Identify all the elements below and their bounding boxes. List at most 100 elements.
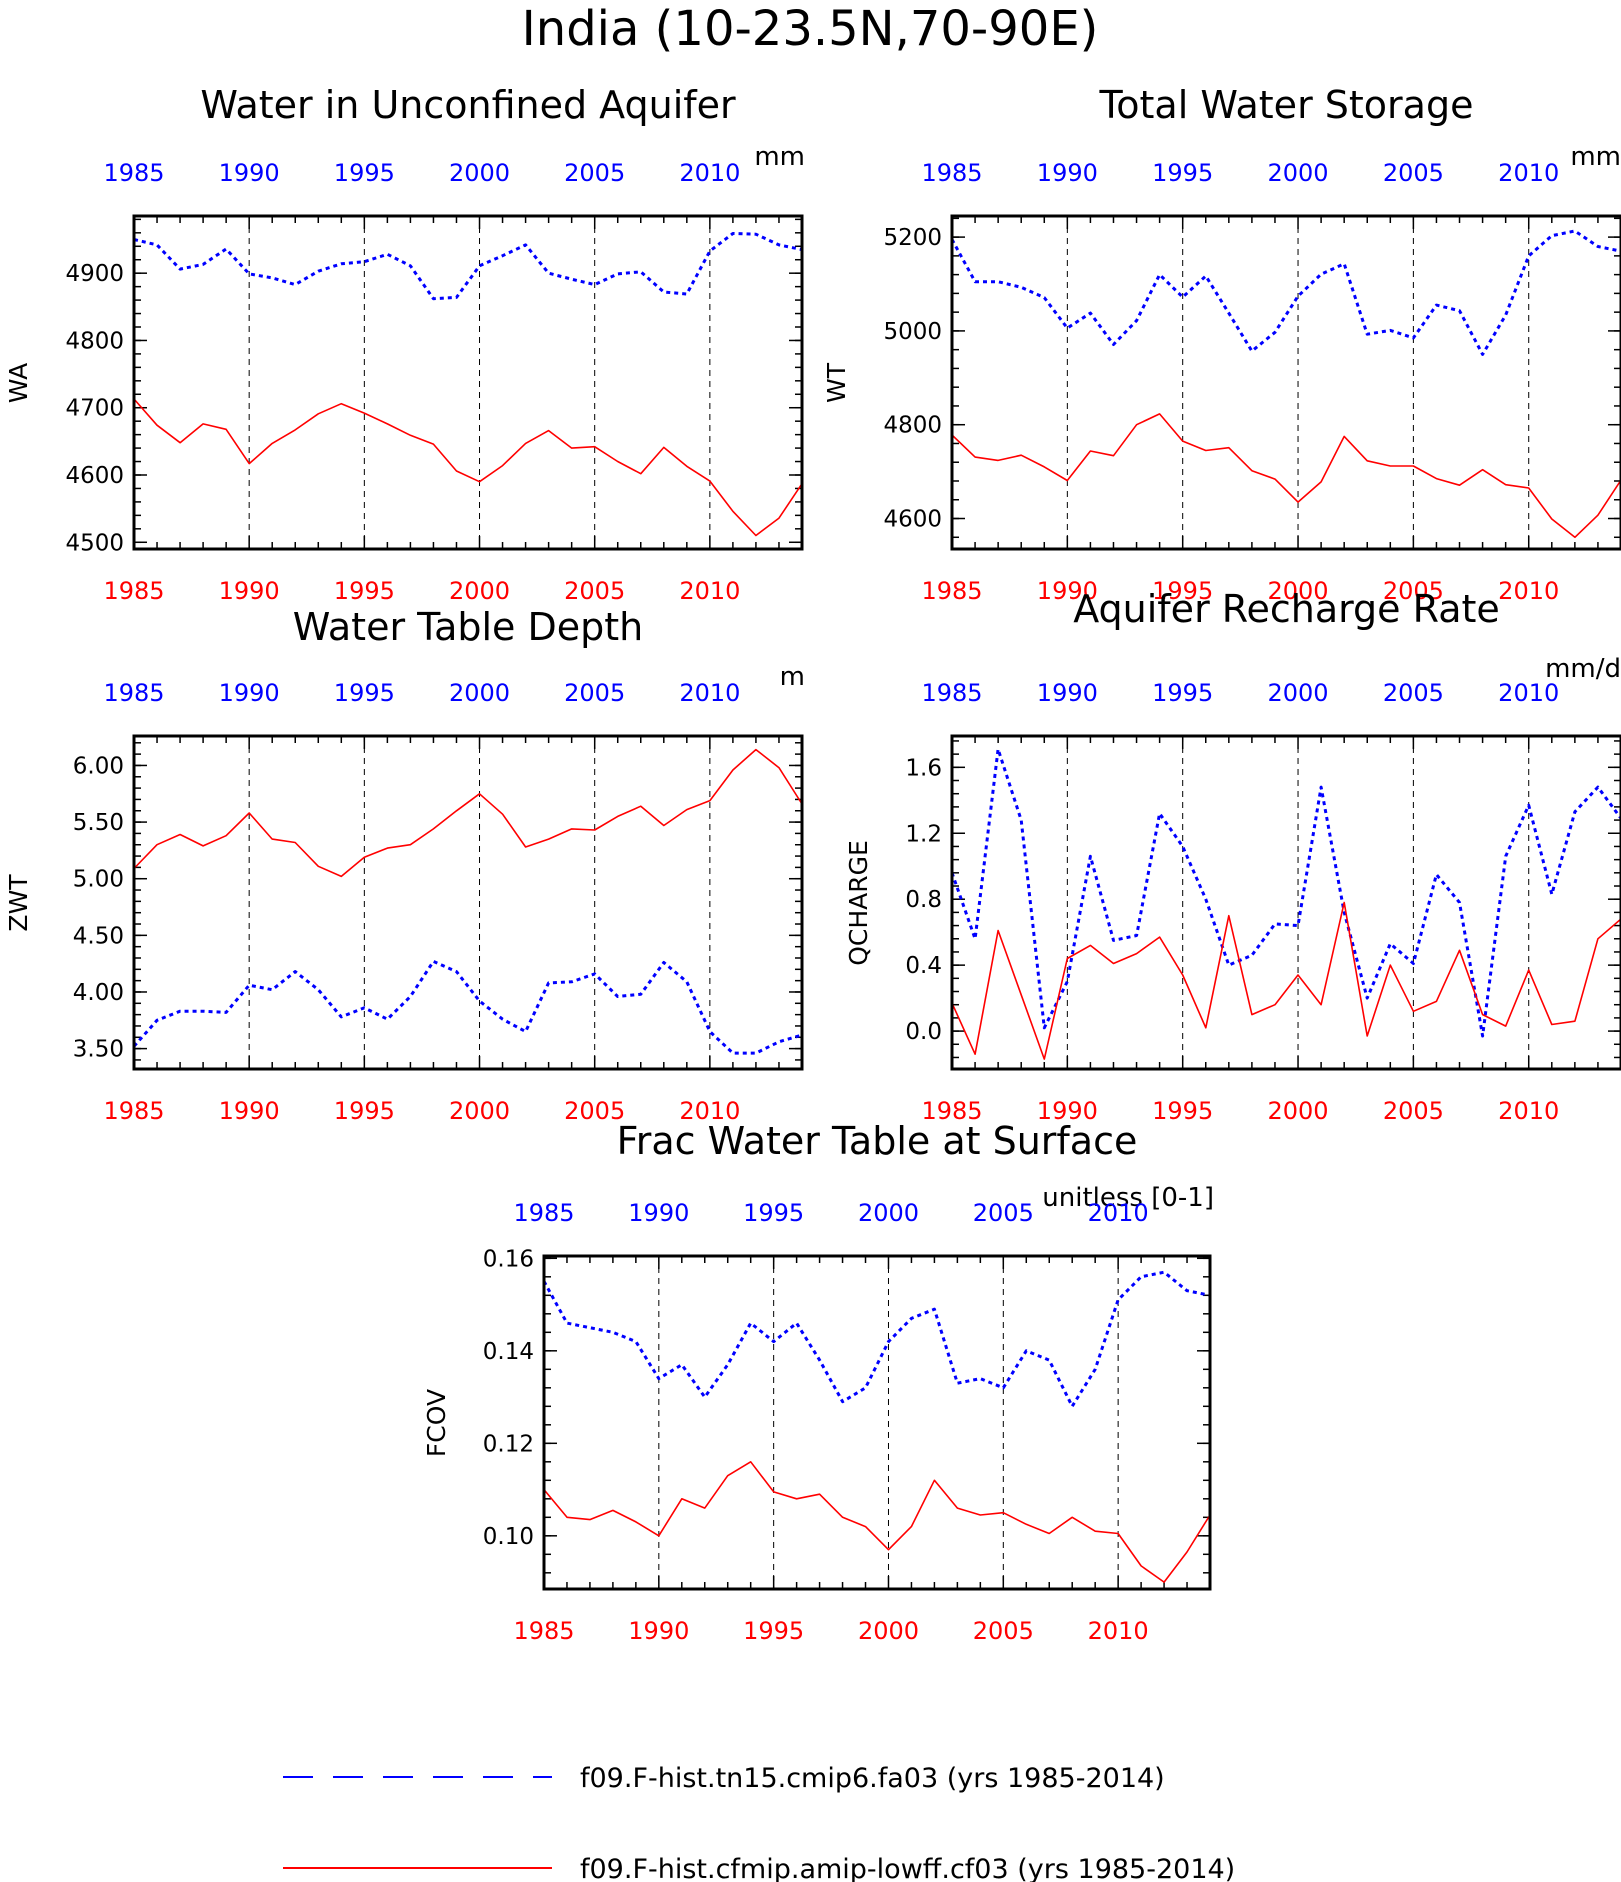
x-tick-label-bottom: 1995 — [334, 577, 395, 605]
x-tick-label-top: 1985 — [921, 159, 982, 187]
y-tick-label: 4800 — [883, 413, 942, 439]
x-tick-label-top: 1990 — [219, 159, 280, 187]
y-tick-label: 4600 — [65, 463, 124, 489]
panels: Water in Unconfined Aquifer mm WA 4500 4600 4… — [4, 83, 1621, 1645]
y-axis-label: QCHARGE — [844, 840, 873, 966]
x-tick-label-bottom: 1985 — [103, 1097, 164, 1125]
figure-title: India (10-23.5N,70-90E) — [522, 1, 1099, 57]
x-tick-label-bottom: 1985 — [103, 577, 164, 605]
chart-panel: Frac Water Table at Surface unitless [0-1… — [422, 1119, 1214, 1645]
y-tick-label: 0.0 — [905, 1019, 942, 1045]
chart-title: Water Table Depth — [293, 605, 644, 649]
x-tick-label-top: 1990 — [1037, 159, 1098, 187]
y-axis-label: FCOV — [422, 1389, 451, 1457]
y-tick-label: 4900 — [65, 261, 124, 287]
chart-title: Total Water Storage — [1099, 83, 1474, 127]
x-tick-label-bottom: 2005 — [564, 577, 625, 605]
y-tick-label: 1.6 — [905, 755, 942, 781]
x-tick-label-bottom: 1995 — [743, 1617, 804, 1645]
chart-panel: Water Table Depth m ZWT 3.50 4.00 4.50 5.00 5.5… — [4, 605, 805, 1125]
x-tick-label-bottom: 2010 — [1088, 1617, 1149, 1645]
x-tick-label-bottom: 2000 — [449, 577, 510, 605]
y-tick-label: 6.00 — [73, 753, 124, 779]
x-tick-label-bottom: 1990 — [628, 1617, 689, 1645]
x-tick-label-bottom: 2005 — [1383, 1097, 1444, 1125]
x-tick-label-bottom: 1990 — [219, 1097, 280, 1125]
x-tick-label-bottom: 2000 — [858, 1617, 919, 1645]
y-axis-label: WT — [822, 362, 851, 403]
x-tick-label-top: 2000 — [1267, 679, 1328, 707]
series-line-cf03 — [951, 901, 1621, 1060]
x-tick-label-bottom: 1985 — [513, 1617, 574, 1645]
y-tick-label: 4600 — [883, 507, 942, 533]
y-tick-label: 5.50 — [73, 810, 124, 836]
series-line-cf03 — [951, 413, 1621, 539]
plot-frame — [542, 1254, 1212, 1591]
x-tick-label-top: 1995 — [334, 159, 395, 187]
series-line-fa03 — [132, 959, 803, 1055]
legend: f09.F-hist.tn15.cmip6.fa03 (yrs 1985-201… — [283, 1763, 1235, 1882]
y-tick-label: 0.10 — [483, 1524, 534, 1550]
plot-frame — [950, 214, 1621, 551]
x-tick-label-top: 2005 — [973, 1199, 1034, 1227]
x-tick-label-bottom: 1995 — [334, 1097, 395, 1125]
chart-units: unitless [0-1] — [1042, 1183, 1214, 1213]
x-tick-label-top: 1990 — [1037, 679, 1098, 707]
x-tick-label-bottom: 2010 — [679, 1097, 740, 1125]
x-tick-label-bottom: 2000 — [449, 1097, 510, 1125]
y-tick-label: 0.12 — [483, 1431, 534, 1457]
legend-label-cf03: f09.F-hist.cfmip.amip-lowff.cf03 (yrs 19… — [580, 1854, 1235, 1882]
x-tick-label-top: 2005 — [1383, 679, 1444, 707]
x-tick-label-bottom: 1985 — [921, 1097, 982, 1125]
y-axis-label: ZWT — [4, 874, 33, 932]
x-tick-label-bottom: 2005 — [973, 1617, 1034, 1645]
x-tick-label-top: 2000 — [858, 1199, 919, 1227]
y-tick-label: 4500 — [65, 530, 124, 556]
legend-label-fa03: f09.F-hist.tn15.cmip6.fa03 (yrs 1985-201… — [580, 1763, 1165, 1794]
x-tick-label-top: 1985 — [513, 1199, 574, 1227]
y-axis-label: WA — [4, 363, 33, 403]
x-tick-label-top: 2010 — [1498, 159, 1559, 187]
chart-title: Water in Unconfined Aquifer — [200, 83, 736, 127]
x-tick-label-bottom: 1990 — [219, 577, 280, 605]
x-tick-label-top: 2000 — [449, 159, 510, 187]
y-tick-label: 0.14 — [483, 1339, 534, 1365]
y-tick-label: 0.16 — [483, 1246, 534, 1272]
x-tick-label-top: 1990 — [628, 1199, 689, 1227]
y-tick-label: 0.8 — [905, 887, 942, 913]
y-tick-label: 4.00 — [73, 980, 124, 1006]
x-tick-label-bottom: 2010 — [1498, 1097, 1559, 1125]
x-tick-label-bottom: 1995 — [1152, 577, 1213, 605]
chart-units: mm/d — [1545, 654, 1621, 684]
x-tick-label-top: 2010 — [1088, 1199, 1149, 1227]
x-tick-label-bottom: 2005 — [1383, 577, 1444, 605]
x-tick-label-top: 2010 — [679, 159, 740, 187]
x-tick-label-top: 1995 — [1152, 679, 1213, 707]
x-tick-label-top: 2005 — [1383, 159, 1444, 187]
x-tick-label-bottom: 1990 — [1037, 1097, 1098, 1125]
series-line-fa03 — [542, 1270, 1211, 1408]
chart-units: mm — [1570, 142, 1621, 172]
x-tick-label-bottom: 1985 — [921, 577, 982, 605]
x-tick-label-top: 1985 — [103, 159, 164, 187]
y-tick-label: 5000 — [883, 319, 942, 345]
x-tick-label-top: 2005 — [564, 159, 625, 187]
y-tick-label: 4800 — [65, 328, 124, 354]
x-tick-label-top: 2010 — [679, 679, 740, 707]
chart-title: Frac Water Table at Surface — [617, 1119, 1138, 1163]
x-tick-label-bottom: 1990 — [1037, 577, 1098, 605]
y-tick-label: 3.50 — [73, 1037, 124, 1063]
x-tick-label-top: 1995 — [1152, 159, 1213, 187]
series-line-fa03 — [950, 747, 1621, 1038]
x-tick-label-bottom: 1995 — [1152, 1097, 1213, 1125]
y-tick-label: 4700 — [65, 396, 124, 422]
x-tick-label-bottom: 2000 — [1267, 1097, 1328, 1125]
x-tick-label-top: 1995 — [334, 679, 395, 707]
x-tick-label-bottom: 2010 — [679, 577, 740, 605]
series-line-fa03 — [950, 229, 1621, 356]
chart-units: mm — [754, 142, 805, 172]
x-tick-label-top: 2010 — [1498, 679, 1559, 707]
x-tick-label-top: 1985 — [921, 679, 982, 707]
y-tick-label: 1.2 — [905, 821, 942, 847]
plot-frame — [132, 214, 804, 551]
